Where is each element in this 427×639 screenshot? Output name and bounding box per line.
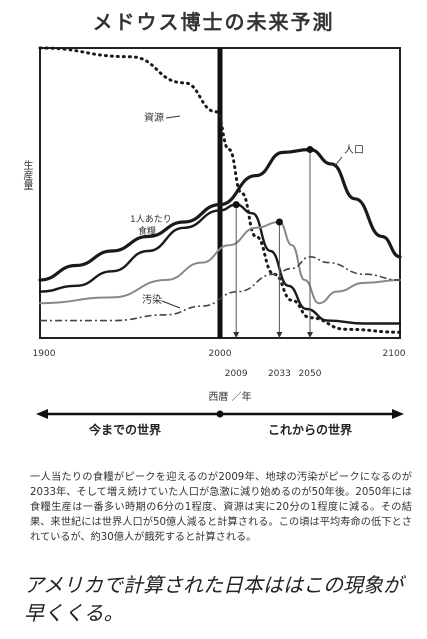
body-text: 一人当たりの食糧がピークを迎えるのが2009年、地球の汚染がピークになるのが20…	[30, 472, 412, 543]
label-resources: 資源	[144, 111, 164, 124]
timeline-arrow-left	[36, 409, 48, 419]
peak-marker-工業生産	[275, 218, 283, 226]
peak-arrow-1人あたり食糧	[233, 332, 240, 338]
timeline-now-dot	[216, 410, 224, 418]
x-tick-1900: 1900	[33, 349, 56, 359]
x-tick-2033: 2033	[268, 369, 291, 379]
marker-layer	[232, 146, 314, 338]
past-world-label: 今までの世界	[88, 422, 161, 437]
x-tick-2000: 2000	[209, 349, 232, 359]
label-pollution: 汚染	[142, 293, 162, 306]
series-line-資源	[38, 46, 402, 334]
leader-pollution	[161, 300, 181, 309]
leader-population	[333, 156, 343, 168]
series-line-汚染	[39, 256, 401, 322]
peak-arrow-工業生産	[276, 332, 283, 338]
peak-arrow-人口	[307, 332, 313, 338]
x-tick-2050: 2050	[299, 369, 322, 379]
page-title: メドウス博士の未来予測	[92, 10, 335, 34]
timeline-arrow-right	[392, 409, 404, 419]
label-food-line1: 1人あたり	[130, 214, 172, 225]
series-line-1人あたり食糧	[38, 203, 402, 325]
handwritten-note: アメリカで計算された日本ははこの現象が早くくる。	[24, 573, 403, 625]
x-axis-title: 西暦 ／年	[208, 390, 251, 403]
x-tick-labels: 1900 2000 2009 2033 2050 2100	[33, 349, 406, 379]
peak-marker-人口	[306, 146, 314, 153]
label-population: 人口	[344, 144, 364, 156]
x-tick-2009: 2009	[225, 369, 248, 379]
x-tick-2100: 2100	[383, 349, 406, 359]
leader-resources	[165, 115, 181, 119]
peak-marker-1人あたり食糧	[232, 201, 240, 209]
label-food-line2: 食糧	[138, 225, 156, 237]
future-world-label: これからの世界	[268, 422, 352, 437]
y-axis-label: 生産量	[21, 160, 32, 190]
series-line-人口	[38, 147, 402, 282]
